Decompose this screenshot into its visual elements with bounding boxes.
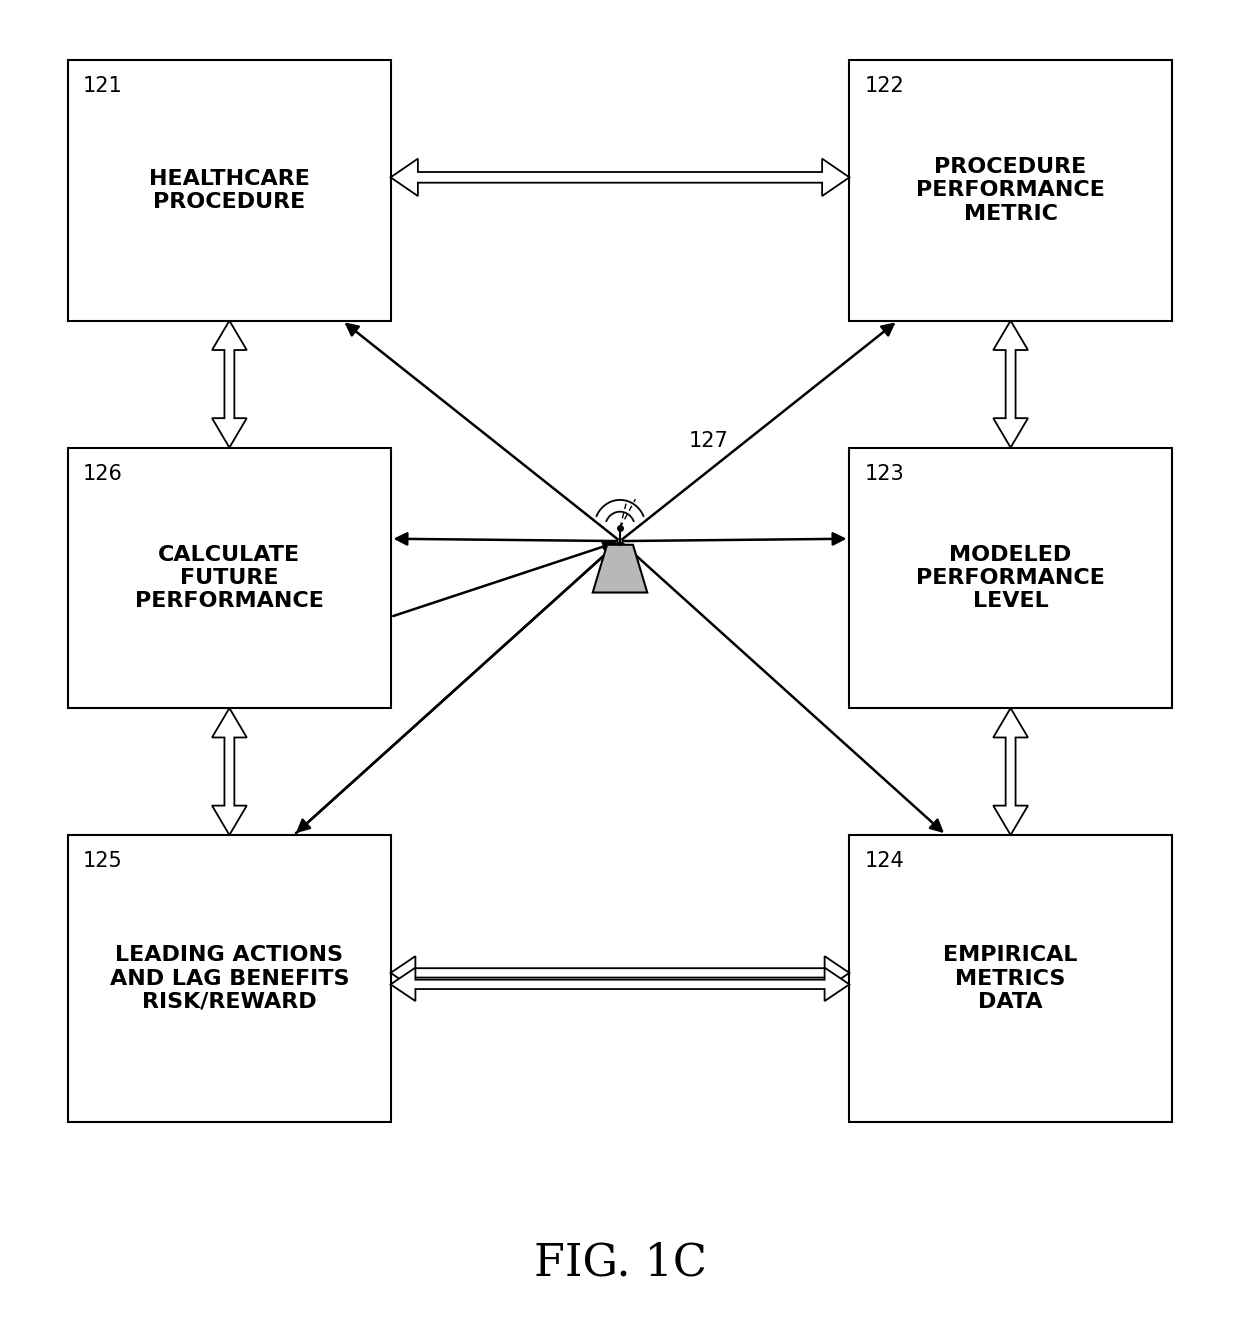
Bar (849, 448, 1172, 708)
Text: HEALTHCARE
PROCEDURE: HEALTHCARE PROCEDURE (149, 168, 310, 212)
Text: MODELED
PERFORMANCE
LEVEL: MODELED PERFORMANCE LEVEL (916, 545, 1105, 611)
Text: 123: 123 (864, 464, 904, 484)
Text: FIG. 1C: FIG. 1C (533, 1241, 707, 1284)
Polygon shape (391, 957, 849, 990)
Bar (68, 60, 391, 321)
Bar (849, 835, 1172, 1122)
Text: 122: 122 (864, 76, 904, 96)
Polygon shape (212, 321, 247, 448)
Text: 125: 125 (83, 851, 123, 871)
Polygon shape (391, 159, 849, 196)
Bar (68, 448, 391, 708)
Polygon shape (212, 708, 247, 835)
Bar (849, 60, 1172, 321)
Bar (68, 835, 391, 1122)
Polygon shape (993, 708, 1028, 835)
Text: 126: 126 (83, 464, 123, 484)
Text: CALCULATE
FUTURE
PERFORMANCE: CALCULATE FUTURE PERFORMANCE (135, 545, 324, 611)
Text: EMPIRICAL
METRICS
DATA: EMPIRICAL METRICS DATA (944, 946, 1078, 1011)
Polygon shape (993, 321, 1028, 448)
Polygon shape (391, 967, 849, 1001)
Text: 124: 124 (864, 851, 904, 871)
Polygon shape (593, 545, 647, 592)
Text: 127: 127 (688, 432, 728, 450)
Text: LEADING ACTIONS
AND LAG BENEFITS
RISK/REWARD: LEADING ACTIONS AND LAG BENEFITS RISK/RE… (109, 946, 350, 1011)
Text: PROCEDURE
PERFORMANCE
METRIC: PROCEDURE PERFORMANCE METRIC (916, 158, 1105, 223)
Text: 121: 121 (83, 76, 123, 96)
